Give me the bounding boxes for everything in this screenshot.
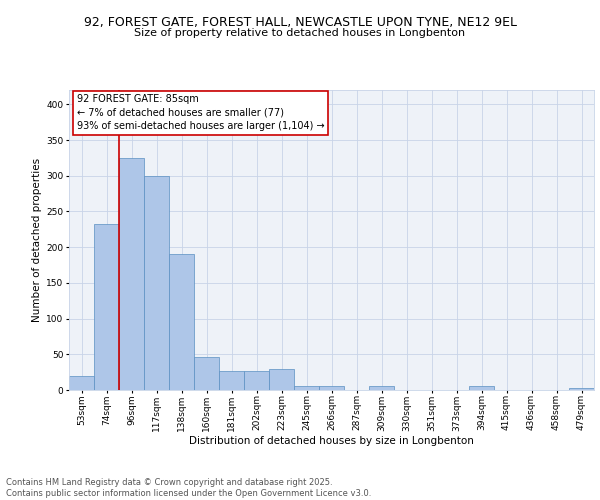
Bar: [319, 386, 344, 390]
Text: 92 FOREST GATE: 85sqm
← 7% of detached houses are smaller (77)
93% of semi-detac: 92 FOREST GATE: 85sqm ← 7% of detached h…: [77, 94, 325, 131]
Bar: [244, 370, 269, 390]
Bar: [194, 357, 219, 390]
Y-axis label: Number of detached properties: Number of detached properties: [32, 158, 42, 322]
X-axis label: Distribution of detached houses by size in Longbenton: Distribution of detached houses by size …: [189, 436, 474, 446]
Text: Size of property relative to detached houses in Longbenton: Size of property relative to detached ho…: [134, 28, 466, 38]
Text: Contains HM Land Registry data © Crown copyright and database right 2025.
Contai: Contains HM Land Registry data © Crown c…: [6, 478, 371, 498]
Bar: [219, 370, 244, 390]
Bar: [69, 376, 94, 390]
Bar: [269, 370, 294, 390]
Bar: [294, 386, 319, 390]
Bar: [119, 158, 144, 390]
Text: 92, FOREST GATE, FOREST HALL, NEWCASTLE UPON TYNE, NE12 9EL: 92, FOREST GATE, FOREST HALL, NEWCASTLE …: [83, 16, 517, 29]
Bar: [369, 386, 394, 390]
Bar: [569, 388, 594, 390]
Bar: [469, 386, 494, 390]
Bar: [94, 224, 119, 390]
Bar: [144, 176, 169, 390]
Bar: [169, 254, 194, 390]
